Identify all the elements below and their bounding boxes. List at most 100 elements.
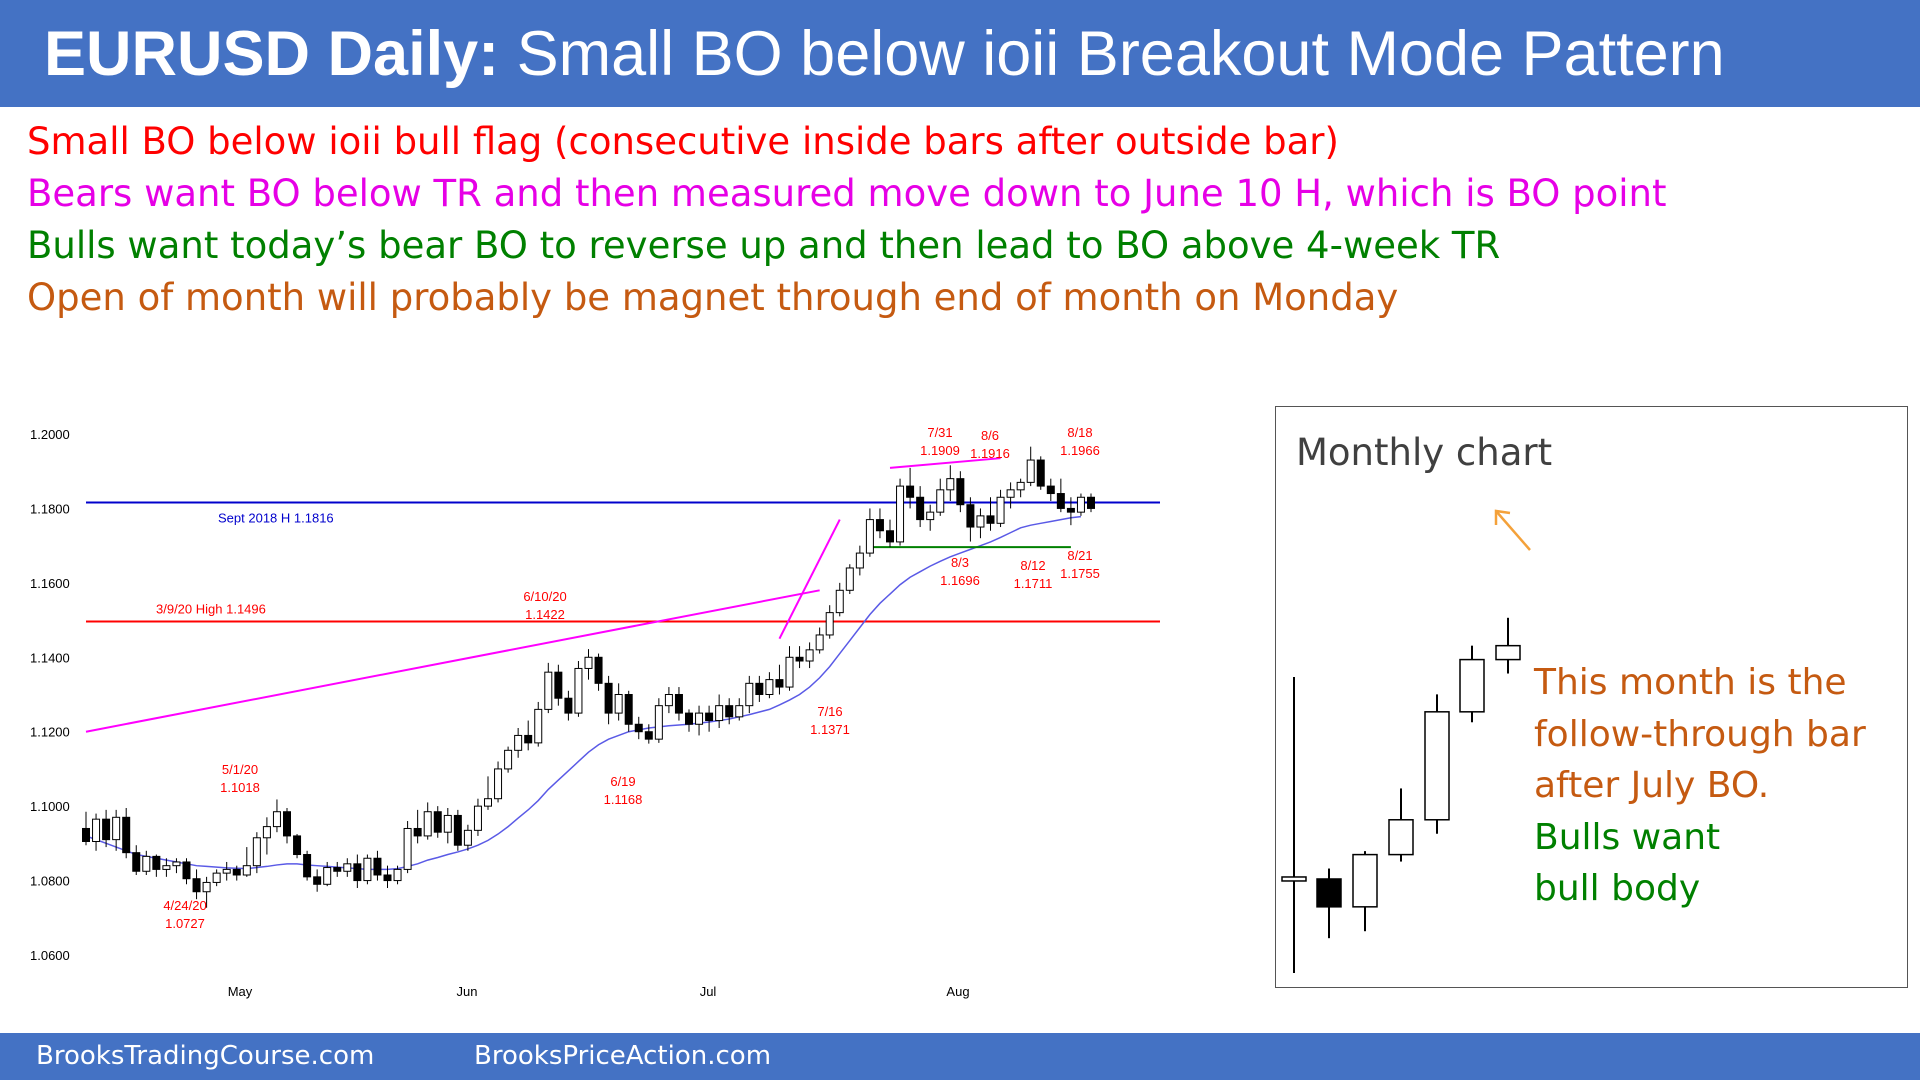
annotation-date: 7/16 [817,704,842,719]
candle-body [765,679,774,696]
candle-body [504,749,513,770]
candle-body [685,712,693,725]
candle [413,809,422,844]
candle-body [865,519,874,554]
candle-body [463,829,472,846]
candle [1046,478,1055,501]
candle-body [132,852,141,872]
candle-body [353,863,362,882]
candle-body [1046,485,1055,495]
candle-body [614,694,623,714]
annotation-value: 1.1168 [604,792,643,807]
candle-body [232,868,241,876]
candle-body [373,857,382,876]
candle-body [222,868,231,874]
candle [383,865,392,889]
candle-body [172,861,181,867]
x-tick-label: Aug [946,984,969,999]
candle-body [152,855,161,870]
y-tick-label: 1.0800 [30,874,70,889]
y-tick-label: 1.2000 [30,427,70,442]
candle-body [584,656,593,669]
candle-body [162,865,171,870]
annotation-value: 1.1755 [1060,566,1100,581]
candle-body [946,478,955,491]
y-tick-label: 1.1400 [30,650,70,665]
annotation-value: 1.1909 [920,443,960,458]
candle [926,504,935,531]
candle-body [383,874,392,882]
candle [765,672,774,699]
candle-body [755,682,764,696]
bullet-1: Small BO below ioii bull flag (consecuti… [27,120,1339,163]
footer-left-link[interactable]: BrooksTradingCourse.com [36,1041,375,1071]
candle [494,761,503,803]
candle-body [333,867,342,872]
candle [504,746,513,773]
candle [1056,478,1065,513]
candle [695,705,704,736]
candle [936,478,945,516]
daily-chart: 1.2000 1.1800 1.1600 1.1400 1.1200 1.1000 1.08… [30,425,1160,999]
footer-right-link[interactable]: BrooksPriceAction.com [474,1041,772,1071]
candle [594,653,603,691]
candle [614,683,623,721]
candle [232,865,241,881]
candle-body [875,519,884,532]
candle-body [845,567,854,591]
candle-body [725,705,734,718]
candle [272,799,281,833]
candle [986,497,995,531]
candle [624,690,633,732]
monthly-chart-panel: Monthly chart This month is the follow-t… [1275,406,1908,988]
monthly-candle-body [1459,658,1485,713]
candle-body [92,818,101,842]
candle-body [604,682,613,714]
candle [403,821,412,874]
monthly-note-4: Bulls want [1534,817,1721,858]
candle-body [363,857,372,882]
candle-body [976,515,985,528]
monthly-candle-body [1424,711,1450,821]
candle-body [785,656,794,688]
candle [82,811,90,846]
candle-body [986,515,995,524]
x-tick-label: Jul [700,984,717,999]
candle-body [705,712,714,722]
annotation-date: 8/3 [951,555,969,570]
candle [564,690,573,721]
candle-body [473,805,482,831]
annotation-value: 1.1422 [525,607,565,622]
candle [855,545,864,576]
candle-body [283,811,291,837]
candle [554,664,563,706]
candle [845,564,854,595]
candle [634,716,643,740]
trendline [85,589,820,733]
candle [976,508,985,539]
candle [393,865,402,885]
bullet-2: Bears want BO below TR and then measured… [27,172,1667,215]
candle-body [534,708,543,744]
candle-body [916,496,925,521]
annotation-value: 1.1711 [1014,576,1053,591]
arrow-icon [1495,510,1531,551]
candle-body [896,485,905,543]
candle [524,720,533,751]
candle [92,813,101,851]
candle-body [102,818,111,841]
candle [1066,497,1075,526]
y-tick-label: 1.1600 [30,576,70,591]
candle [353,854,362,889]
x-tick-label: Jun [457,984,478,999]
candle [333,861,342,877]
candle [192,869,201,900]
candle-body [1026,459,1035,483]
candle [293,834,302,859]
page-title: EURUSD Daily: Small BO below ioii Breako… [44,18,1725,90]
candle [132,845,141,875]
candle-body [554,671,563,699]
candle [785,646,794,691]
title-rest: Small BO below ioii Breakout Mode Patter… [499,19,1725,89]
candle [373,850,382,881]
